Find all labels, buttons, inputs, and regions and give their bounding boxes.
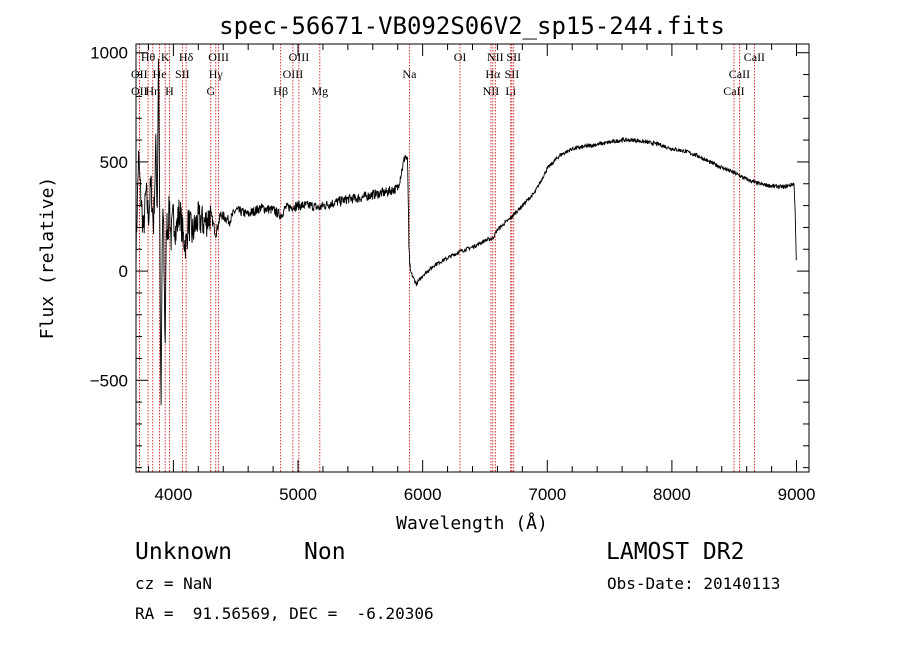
line-marker-label: SII [505, 67, 520, 81]
x-tick-label: 4000 [154, 485, 192, 504]
line-marker-label: Hγ [209, 67, 224, 81]
line-marker-label: K [161, 50, 170, 64]
axis-tick-layer: 4000 5000 6000 7000 8000 9000 −500 0 500 1000 [90, 44, 816, 504]
line-marker-label: Hη [145, 84, 160, 98]
line-marker-label: OII [131, 84, 148, 98]
line-marker-label: Mg [311, 84, 328, 98]
class-label: Unknown [135, 539, 232, 565]
subclass-label: Non [304, 539, 346, 565]
y-tick-label: −500 [90, 371, 128, 390]
line-marker-label: OI [454, 50, 467, 64]
y-tick-label: 500 [100, 153, 128, 172]
y-tick-label: 0 [119, 262, 128, 281]
spectrum-layer [135, 58, 797, 406]
survey-label: LAMOST DR2 [606, 539, 744, 565]
x-tick-label: 7000 [528, 485, 566, 504]
line-marker-label: SII [175, 67, 190, 81]
y-tick-label: 1000 [90, 44, 128, 63]
line-marker-label: CaII [723, 84, 744, 98]
line-marker-label: Na [402, 67, 417, 81]
line-marker-label: Hβ [273, 84, 288, 98]
x-tick-label: 6000 [404, 485, 442, 504]
line-marker-label: OIII [289, 50, 310, 64]
line-marker-label: NII [487, 50, 504, 64]
line-marker-label: Hα [485, 67, 501, 81]
line-marker-label: SII [506, 50, 521, 64]
line-marker-label: OIII [208, 50, 229, 64]
x-tick-label: 5000 [279, 485, 317, 504]
line-marker-label: CaII [729, 67, 750, 81]
obs-date-text: Obs-Date: 20140113 [607, 574, 780, 593]
line-marker-label: NII [483, 84, 500, 98]
line-marker-label: H [165, 84, 174, 98]
coords-text: RA = 91.56569, DEC = -6.20306 [135, 604, 434, 623]
x-tick-label: 9000 [778, 485, 816, 504]
line-marker-layer: OIIOIIHθHηHeKHSIIHδGHγOIIIHβOIIIOIIIMgNa… [131, 44, 765, 472]
spectrum-line [135, 58, 797, 406]
x-tick-label: 8000 [653, 485, 691, 504]
plot-frame [135, 43, 810, 473]
line-marker-label: OIII [283, 67, 304, 81]
chart-title: spec-56671-VB092S06V2_sp15-244.fits [219, 12, 725, 40]
line-marker-label: CaII [744, 50, 765, 64]
line-marker-label: Li [505, 84, 516, 98]
line-marker-label: Hθ [141, 50, 156, 64]
redshift-text: cz = NaN [135, 574, 212, 593]
line-marker-label: He [153, 67, 167, 81]
line-marker-label: G [206, 84, 215, 98]
x-axis-label: Wavelength (Å) [396, 512, 548, 534]
y-axis-label: Flux (relative) [37, 177, 58, 340]
line-marker-label: Hδ [179, 50, 194, 64]
